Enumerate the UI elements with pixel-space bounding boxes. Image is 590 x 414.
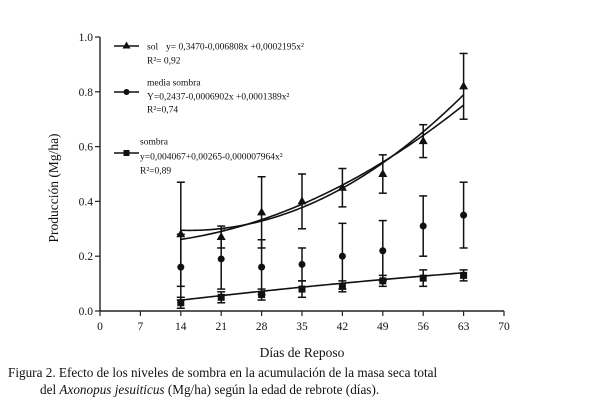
x-tick-label: 21: [215, 321, 227, 333]
triangle-marker: [337, 182, 347, 191]
circle-marker: [298, 260, 306, 268]
series-square: [176, 269, 468, 310]
x-tick-label: 63: [458, 321, 470, 333]
x-tick-label: 14: [175, 321, 187, 333]
square-marker: [217, 293, 225, 301]
circle-marker: [379, 247, 387, 255]
caption-line-2-start: del: [40, 382, 60, 397]
triangle-marker: [176, 229, 186, 238]
x-axis-label: Días de Reposo: [260, 345, 345, 360]
legend-entry-triangle: sol y= 0,3470-0,006808x +0,0002195x² R²= 0…: [114, 41, 304, 67]
figure-caption: Figura 2. Efecto de los niveles de sombr…: [8, 364, 584, 398]
legend-series-name: sol: [147, 43, 158, 53]
square-marker: [298, 285, 306, 293]
y-tick-label: 0.0: [79, 306, 94, 318]
y-tick-label: 1.0: [79, 32, 94, 44]
x-tick-label: 70: [498, 321, 510, 333]
fit-curve: [180, 104, 465, 241]
triangle-marker: [459, 81, 469, 90]
y-tick-label: 0.2: [79, 251, 94, 263]
legend-r2: R²=0,74: [147, 106, 178, 116]
square-marker: [460, 271, 468, 279]
circle-marker: [177, 263, 185, 271]
triangle-marker: [418, 136, 428, 145]
caption-line-1: Figura 2. Efecto de los niveles de sombr…: [8, 365, 438, 380]
circle-marker: [460, 211, 468, 219]
square-marker: [258, 291, 266, 299]
triangle-marker: [257, 207, 267, 216]
chart: 0 7 14 21 28 35 42 49 56 63 70 0.0 0.2 0.4 0.6 0.8 1.0 s…: [46, 32, 510, 360]
caption-species-name: Axonopus jesuiticus: [59, 382, 165, 397]
x-tick-label: 7: [138, 321, 144, 333]
x-tick-label: 49: [377, 321, 389, 333]
circle-marker: [338, 252, 346, 260]
fit-curve: [180, 94, 465, 232]
legend-r2: R²=0,89: [140, 167, 171, 177]
x-tick-label: 28: [256, 321, 268, 333]
triangle-marker: [378, 169, 388, 177]
legend-equation: y=0,004067+0,00265-0,000007964x²: [140, 153, 283, 163]
series-circle: [176, 104, 468, 301]
circle-marker: [123, 89, 130, 95]
y-axis-label: Producción (Mg/ha): [46, 133, 61, 242]
square-marker: [379, 277, 387, 285]
triangle-marker: [122, 41, 131, 49]
x-tick-label: 42: [337, 321, 349, 333]
x-tick-label: 56: [417, 321, 429, 333]
x-tick-label: 35: [296, 321, 308, 333]
x-tick-label: 0: [97, 321, 103, 333]
square-marker: [123, 150, 130, 156]
circle-marker: [419, 222, 427, 230]
series-triangle: [176, 52, 469, 288]
y-tick-label: 0.8: [79, 87, 94, 99]
caption-line-2: del Axonopus jesuiticus (Mg/ha) según la…: [8, 381, 584, 398]
square-marker: [177, 299, 185, 307]
y-tick-label: 0.6: [79, 142, 94, 154]
legend-r2: R²= 0,92: [147, 57, 181, 67]
square-marker: [419, 274, 427, 282]
circle-marker: [258, 263, 266, 271]
legend-entry-circle: media sombra Y=0,2437-0,0006902x +0,00013…: [114, 79, 289, 116]
legend-series-name: sombra: [140, 138, 169, 148]
square-marker: [338, 282, 346, 290]
circle-marker: [217, 255, 225, 263]
legend-entry-square: sombra y=0,004067+0,00265-0,000007964x² R²…: [114, 138, 283, 177]
legend-equation: Y=0,2437-0,0006902x +0,0001389x²: [147, 93, 289, 103]
fit-curve: [180, 272, 464, 301]
y-tick-label: 0.4: [79, 196, 94, 208]
legend-equation: y= 0,3470-0,006808x +0,0002195x²: [166, 43, 304, 53]
legend-series-name: media sombra: [147, 79, 201, 89]
caption-line-2-end: (Mg/ha) según la edad de rebrote (días).: [164, 382, 380, 397]
